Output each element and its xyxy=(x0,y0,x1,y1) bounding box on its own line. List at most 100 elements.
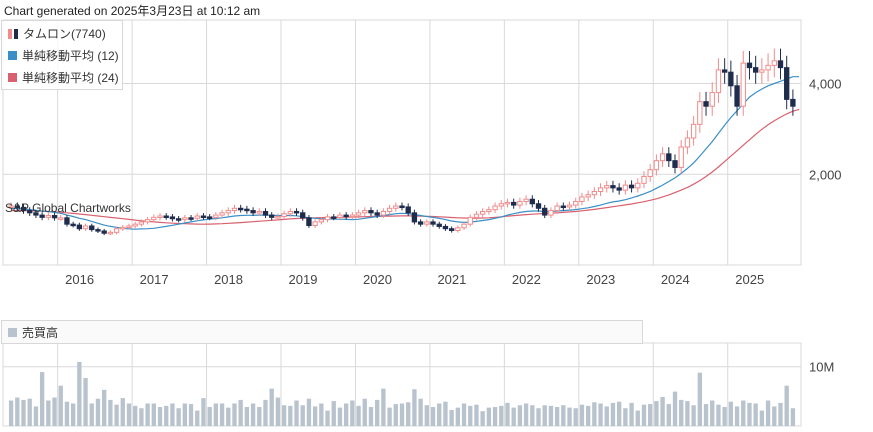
candle-body xyxy=(777,60,784,69)
candle-body xyxy=(306,217,312,227)
candle-body xyxy=(151,216,157,221)
candle-body xyxy=(616,187,622,191)
volume-bar xyxy=(561,405,566,426)
volume-bar xyxy=(548,405,554,426)
volume-bar xyxy=(325,410,330,426)
candle-body xyxy=(479,210,486,215)
volume-bar xyxy=(592,402,597,426)
candle-body xyxy=(597,187,604,193)
candle-body xyxy=(39,214,45,218)
candle-body xyxy=(20,206,27,212)
volume-bar xyxy=(728,401,734,426)
legend-label-price: タムロン(7740) xyxy=(23,27,106,41)
volume-bar xyxy=(610,402,616,426)
volume-bar xyxy=(530,405,535,426)
volume-bar xyxy=(375,399,380,426)
candle-body xyxy=(504,201,511,205)
volume-bar xyxy=(629,402,634,426)
ma24-swatch xyxy=(8,73,17,82)
candle-body xyxy=(666,153,672,162)
volume-bar xyxy=(58,385,63,426)
candle-body xyxy=(765,64,771,71)
candle-body xyxy=(200,215,207,218)
volume-bar xyxy=(523,403,529,426)
legend-item-volume[interactable]: 売買高 xyxy=(8,324,58,341)
candle-body xyxy=(225,210,231,214)
volume-bar xyxy=(83,377,88,426)
candle-body xyxy=(89,225,95,231)
candle-body xyxy=(287,210,293,215)
candle-body xyxy=(107,231,114,235)
candle-body xyxy=(554,205,560,212)
volume-bar xyxy=(697,372,702,426)
candle-body xyxy=(566,204,573,208)
volume-bar xyxy=(182,403,188,426)
candle-body xyxy=(113,228,120,233)
volume-bar xyxy=(424,405,429,426)
candle-body xyxy=(70,223,76,227)
volume-bar xyxy=(176,408,181,426)
volume-bar xyxy=(188,404,194,426)
volume-bar xyxy=(39,372,45,426)
candle-body xyxy=(622,184,629,191)
volume-bar xyxy=(778,402,783,426)
legend-item-price[interactable]: タムロン(7740) xyxy=(8,25,106,42)
volume-bar xyxy=(505,402,510,426)
volume-bar xyxy=(579,404,585,426)
candle-body xyxy=(703,101,709,107)
volume-bar xyxy=(64,401,70,426)
candle-body xyxy=(51,215,58,219)
y-axis: 2,000 4,000 xyxy=(809,77,842,183)
volume-y-tick-label: 10M xyxy=(809,360,834,375)
volume-bar xyxy=(120,398,125,426)
candle-body xyxy=(473,213,480,218)
volume-bar xyxy=(170,403,175,426)
volume-bar xyxy=(492,407,498,426)
volume-bar xyxy=(350,400,355,426)
volume-bar xyxy=(139,408,144,426)
candle-body xyxy=(653,160,660,171)
plot-frame xyxy=(2,19,802,266)
candle-body xyxy=(771,60,777,66)
candle-body xyxy=(790,98,796,107)
candle-body xyxy=(467,216,473,225)
candle-body xyxy=(64,217,70,225)
volume-bar xyxy=(406,402,411,426)
volume-bar xyxy=(52,397,57,426)
legend-item-ma12[interactable]: 単純移動平均 (12) xyxy=(8,47,119,64)
candle-body xyxy=(635,182,641,189)
candle-body xyxy=(312,221,318,227)
candle-body xyxy=(126,225,132,228)
x-tick-label: 2021 xyxy=(437,272,466,287)
volume-bar xyxy=(641,404,647,426)
candle-body xyxy=(300,212,306,219)
volume-bar xyxy=(437,403,442,426)
volume-bar xyxy=(281,405,287,426)
candle-body xyxy=(393,205,399,209)
volume-bar xyxy=(604,406,609,426)
ma12-swatch xyxy=(8,51,17,60)
candle-body xyxy=(628,184,635,189)
volume-bar xyxy=(542,405,547,426)
candle-body xyxy=(58,217,64,220)
candle-body xyxy=(331,216,337,219)
volume-bar xyxy=(623,408,628,426)
candle-body xyxy=(585,194,591,198)
volume-bar xyxy=(461,403,467,426)
volume-bar xyxy=(319,403,324,426)
candlestick-layer xyxy=(8,48,796,236)
candle-body xyxy=(368,210,374,214)
volume-bar xyxy=(387,407,392,426)
volume-bar xyxy=(337,407,343,426)
candle-body xyxy=(281,213,287,217)
legend-item-ma24[interactable]: 単純移動平均 (24) xyxy=(8,69,119,86)
volume-bar xyxy=(449,409,454,426)
volume-bar xyxy=(772,406,777,426)
candle-body xyxy=(374,212,380,216)
candle-body xyxy=(752,67,759,73)
candle-body xyxy=(33,212,39,216)
volume-bars xyxy=(8,361,796,426)
candle-body xyxy=(560,205,566,209)
volume-axis: 10M xyxy=(809,360,834,375)
volume-bar xyxy=(33,406,39,426)
